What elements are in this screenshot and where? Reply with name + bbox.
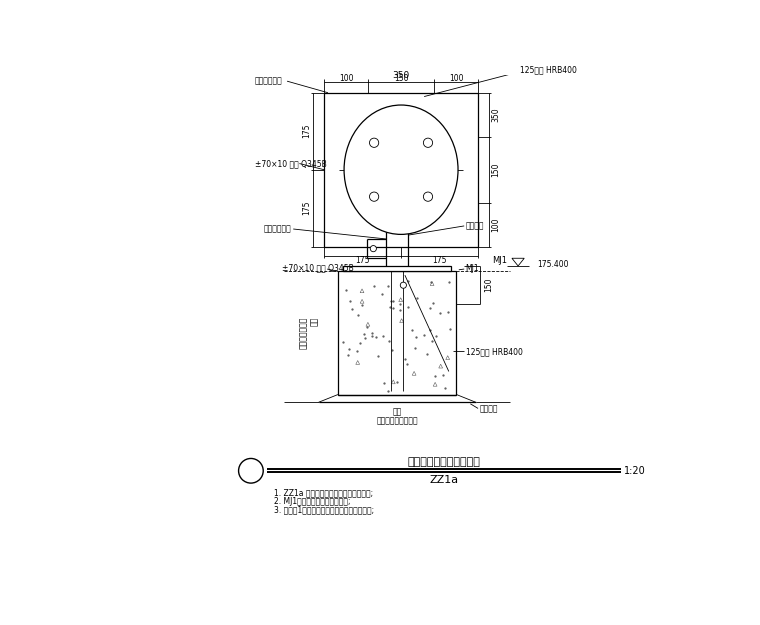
Text: 1:20: 1:20 <box>625 466 646 476</box>
Text: 125钉筒 HRB400: 125钉筒 HRB400 <box>466 347 523 356</box>
Bar <box>338 271 457 394</box>
Text: 竖向桁架竖杆: 竖向桁架竖杆 <box>264 224 292 234</box>
Text: 100: 100 <box>491 217 500 232</box>
Text: 100: 100 <box>339 74 353 83</box>
Text: 125钉筒 HRB400: 125钉筒 HRB400 <box>521 65 578 74</box>
Text: 175: 175 <box>302 124 312 139</box>
Text: 175: 175 <box>302 201 312 216</box>
Polygon shape <box>512 258 524 266</box>
Text: 套孔连接: 套孔连接 <box>466 221 484 231</box>
Text: 175: 175 <box>356 256 370 265</box>
Circle shape <box>401 282 407 288</box>
Circle shape <box>369 138 378 148</box>
Circle shape <box>370 246 376 252</box>
Text: 350: 350 <box>491 107 500 122</box>
Ellipse shape <box>344 105 458 234</box>
Text: 混凝土柱钢筋图范围: 混凝土柱钢筋图范围 <box>376 416 418 425</box>
Text: A: A <box>247 464 255 478</box>
Text: MJ1: MJ1 <box>492 256 507 265</box>
Text: 150: 150 <box>394 74 408 83</box>
Text: 柱身: 柱身 <box>310 317 319 326</box>
Text: 175.400: 175.400 <box>537 260 568 269</box>
Text: 350: 350 <box>392 71 410 80</box>
Text: 竖向桁架竖杆: 竖向桁架竖杆 <box>255 77 283 86</box>
Text: 175: 175 <box>432 256 447 265</box>
Text: 150: 150 <box>491 162 500 177</box>
Circle shape <box>423 138 432 148</box>
Text: 竖向桁架根部支座大样一: 竖向桁架根部支座大样一 <box>407 456 480 466</box>
Text: 基觉: 基觉 <box>393 407 402 416</box>
Circle shape <box>369 192 378 201</box>
Text: ZZ1a: ZZ1a <box>429 475 458 485</box>
Text: 150: 150 <box>484 278 493 292</box>
Circle shape <box>423 192 432 201</box>
Bar <box>324 92 478 247</box>
Text: 详见柱子钢筋图: 详见柱子钢筋图 <box>299 317 308 349</box>
Text: 1. ZZ1a 适用于竖向桁架根部与混凝土柱;: 1. ZZ1a 适用于竖向桁架根部与混凝土柱; <box>274 489 373 498</box>
Text: 毛脚螺栓: 毛脚螺栓 <box>480 404 498 413</box>
Circle shape <box>239 459 263 483</box>
Text: MJ1: MJ1 <box>466 264 480 272</box>
Text: 2. MJ1上部尺寸以尺寸完全一致;: 2. MJ1上部尺寸以尺寸完全一致; <box>274 497 350 506</box>
Text: ±70×10 钢板 Q345B: ±70×10 钢板 Q345B <box>255 159 327 168</box>
Text: 100: 100 <box>449 74 464 83</box>
Text: ±70×10 钢板 Q345B: ±70×10 钢板 Q345B <box>283 264 354 272</box>
Text: 3. 抗震第1层新桁架支座布置图确定螺栓位置;: 3. 抗震第1层新桁架支座布置图确定螺栓位置; <box>274 506 374 514</box>
Bar <box>344 266 451 271</box>
